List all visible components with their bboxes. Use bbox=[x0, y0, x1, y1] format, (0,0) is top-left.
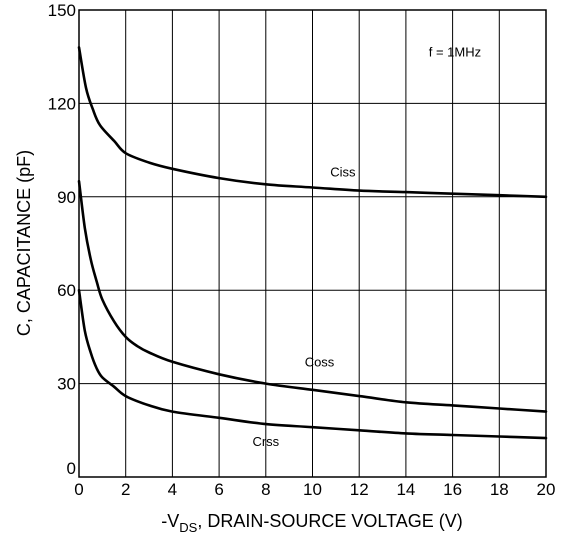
series-label-crss: Crss bbox=[252, 434, 279, 449]
x-tick-label: 14 bbox=[396, 480, 415, 499]
x-axis-label-subscript: DS bbox=[179, 520, 197, 535]
x-tick-label: 2 bbox=[121, 480, 130, 499]
x-tick-label: 16 bbox=[443, 480, 462, 499]
series-line-ciss bbox=[77, 46, 548, 199]
y-tick-label: 60 bbox=[57, 281, 76, 300]
x-tick-label: 20 bbox=[537, 480, 556, 499]
x-axis-label: -VDS, DRAIN-SOURCE VOLTAGE (V) bbox=[161, 511, 462, 535]
x-tick-label: 18 bbox=[490, 480, 509, 499]
x-tick-label: 12 bbox=[350, 480, 369, 499]
x-tick-labels: 0 2 4 6 8 10 12 14 16 18 20 bbox=[74, 480, 555, 499]
x-axis-label-rest: , DRAIN-SOURCE VOLTAGE (V) bbox=[197, 511, 462, 531]
series-line-crss bbox=[77, 288, 548, 440]
grid-lines bbox=[79, 10, 546, 477]
series-label-coss: Coss bbox=[305, 354, 335, 369]
y-tick-label: 150 bbox=[48, 1, 76, 20]
y-tick-label: 120 bbox=[48, 94, 76, 113]
series-line-coss bbox=[77, 179, 548, 413]
series-labels: Ciss Coss Crss bbox=[252, 165, 356, 449]
x-tick-label: 4 bbox=[168, 480, 177, 499]
y-tick-label: 90 bbox=[57, 188, 76, 207]
x-tick-label: 0 bbox=[74, 480, 83, 499]
frequency-annotation: f = 1MHz bbox=[429, 45, 481, 60]
y-tick-label: 0 bbox=[67, 459, 76, 478]
x-tick-label: 6 bbox=[214, 480, 223, 499]
y-tick-label: 30 bbox=[57, 375, 76, 394]
x-axis-label-prefix: -V bbox=[161, 511, 179, 531]
plot-frame bbox=[78, 9, 547, 478]
x-tick-label: 8 bbox=[261, 480, 270, 499]
x-tick-label: 10 bbox=[303, 480, 322, 499]
y-axis-label: C, CAPACITANCE (pF) bbox=[14, 150, 34, 336]
series-label-ciss: Ciss bbox=[330, 165, 356, 180]
y-tick-labels: 0 30 60 90 120 150 bbox=[48, 1, 76, 478]
curves bbox=[77, 46, 548, 440]
